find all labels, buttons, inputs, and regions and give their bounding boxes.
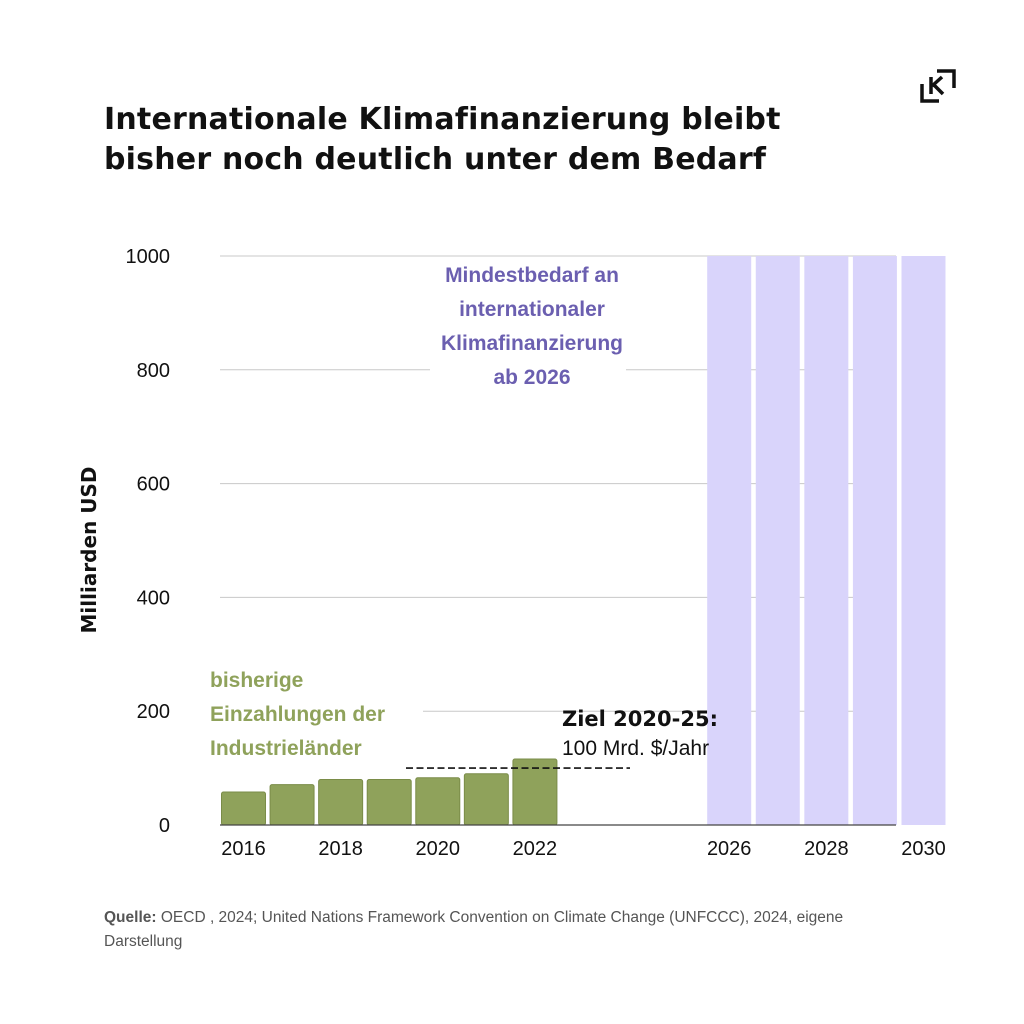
bar-payment [366,778,412,826]
x-tick-label: 2030 [901,838,946,860]
bar-need [707,256,752,825]
x-tick-label: 2028 [804,838,849,860]
k-corner-logo-icon [920,69,956,103]
source-label: Quelle: [104,909,157,926]
need-annotation-line: internationaler [459,298,605,321]
bar-need [901,256,946,825]
y-tick-label: 1000 [126,246,171,268]
x-tick-label: 2022 [513,838,558,860]
x-tick-label: 2020 [416,838,461,860]
paid-annotation-background [205,664,423,764]
title-line-1: Internationale Klimafinanzierung bleibt [104,102,781,137]
page-title: Internationale Klimafinanzierung bleibt … [104,100,864,180]
bar-need [804,256,849,825]
x-tick-label: 2016 [221,838,266,860]
target-label-value: 100 Mrd. $/Jahr [562,737,709,760]
y-tick-label: 800 [137,360,170,382]
paid-annotation-line: Industrieländer [210,737,362,760]
climate-finance-bar-chart: 0 200 400 600 800 1000 Milliarden USD 2016 2018 2… [77,246,946,860]
y-tick-label: 600 [137,474,170,496]
paid-annotation-line: bisherige [210,669,303,692]
y-tick-label: 200 [137,701,170,723]
need-annotation-background [430,258,626,390]
need-annotation-line: Klimafinanzierung [441,332,623,355]
bar-payment [415,777,461,826]
bar-need [755,256,800,825]
paid-annotation-line: Einzahlungen der [210,703,385,726]
target-label-bold: Ziel 2020-25: [562,707,718,731]
y-axis-label: Milliarden USD [77,466,101,633]
title-line-2: bisher noch deutlich unter dem Bedarf [104,142,767,177]
x-tick-label: 2026 [707,838,752,860]
x-tick-label: 2018 [318,838,363,860]
bar-payment [221,791,266,826]
bar-payment [269,784,315,826]
bar-need [852,256,897,825]
source-text: OECD , 2024; United Nations Framework Co… [104,909,844,950]
source-note: Quelle: OECD , 2024; United Nations Fram… [104,906,904,954]
need-annotation-line: ab 2026 [493,366,570,389]
y-tick-label: 0 [159,815,170,837]
bar-payment [318,778,364,826]
bar-payment [463,773,509,826]
need-annotation-line: Mindestbedarf an [445,264,619,287]
y-tick-label: 400 [137,587,170,609]
